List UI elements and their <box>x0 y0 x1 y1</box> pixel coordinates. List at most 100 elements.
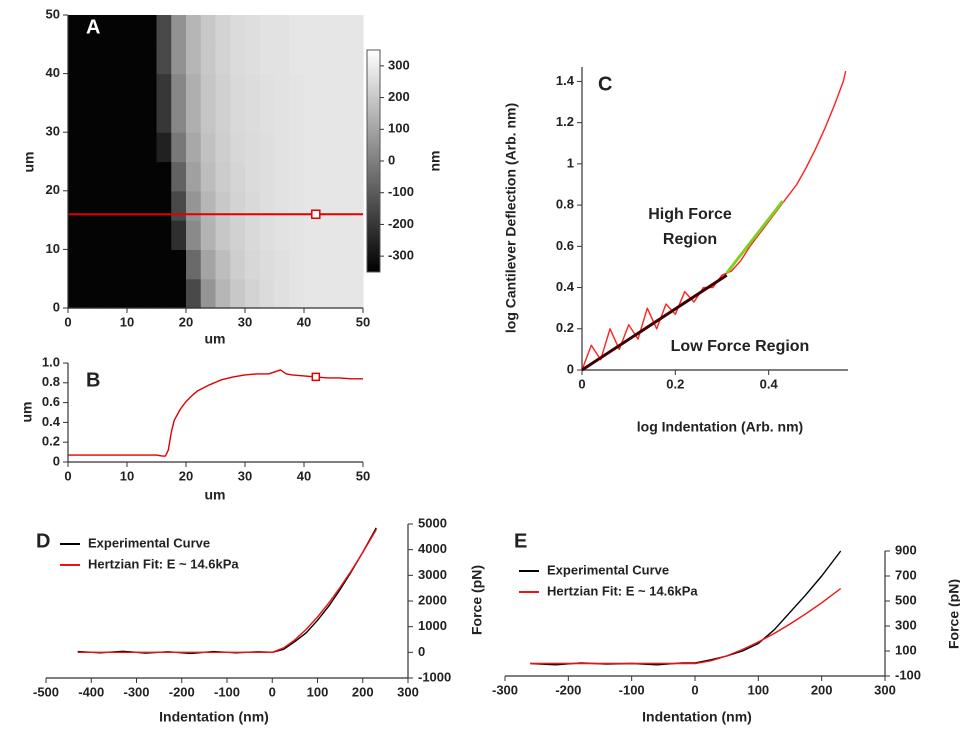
heat-cell <box>333 73 349 104</box>
x-tick-label: 200 <box>352 684 374 699</box>
heat-cell <box>333 15 349 45</box>
heat-cell <box>186 132 202 163</box>
heat-cell <box>348 161 364 192</box>
heat-cell <box>259 73 276 104</box>
heat-cell <box>289 190 305 221</box>
annotation: High Force <box>648 206 732 223</box>
x-tick-label: -500 <box>33 684 59 699</box>
heat-cell <box>186 249 202 280</box>
y-tick-label: 0.6 <box>42 394 60 409</box>
heat-cell <box>304 132 320 163</box>
y-axis-label: um <box>19 402 35 423</box>
heat-cell <box>127 102 143 133</box>
heat-cell <box>186 278 202 309</box>
heat-cell <box>97 73 113 104</box>
heat-cell <box>245 161 261 192</box>
heat-cell <box>304 220 320 250</box>
heat-cell <box>82 249 99 280</box>
x-tick-label: -100 <box>619 682 645 697</box>
heat-cell <box>348 278 364 309</box>
x-tick-label: 50 <box>356 314 370 329</box>
colorbar-tick-label: -100 <box>388 184 414 199</box>
heat-cell <box>215 249 231 280</box>
heat-cell <box>318 44 335 75</box>
x-tick-label: 10 <box>120 314 134 329</box>
heat-cell <box>318 102 335 133</box>
x-axis-label: Indentation (nm) <box>642 709 752 725</box>
x-tick-label: 50 <box>356 468 370 483</box>
heat-cell <box>318 190 335 221</box>
heat-cell <box>348 102 364 133</box>
heat-cell <box>230 278 246 309</box>
heat-cell <box>97 132 113 163</box>
heat-cell <box>289 278 305 309</box>
heat-cell <box>245 220 261 250</box>
heat-cell <box>112 220 128 250</box>
x-tick-label: 20 <box>179 314 193 329</box>
y-tick-label: 1000 <box>418 618 447 633</box>
heat-cell <box>112 15 128 45</box>
heat-cell <box>215 190 231 221</box>
heat-cell <box>230 220 246 250</box>
y-tick-label: -100 <box>895 667 921 682</box>
heat-cell <box>68 161 84 192</box>
series-line <box>68 369 363 457</box>
y-axis-label: log Cantilever Deflection (Arb. nm) <box>503 103 519 333</box>
legend-label: Experimental Curve <box>547 562 669 577</box>
heat-cell <box>259 132 276 163</box>
heat-cell <box>141 220 158 250</box>
heat-cell <box>97 220 113 250</box>
series-line <box>77 529 377 653</box>
heat-cell <box>141 190 158 221</box>
y-tick-label: 0 <box>418 644 425 659</box>
heat-cell <box>259 161 276 192</box>
heat-cell <box>68 278 84 309</box>
x-tick-label: -100 <box>214 684 240 699</box>
heat-cell <box>348 15 364 45</box>
heat-cell <box>186 15 202 45</box>
heat-cell <box>274 278 290 309</box>
y-tick-label: 1.0 <box>42 354 60 369</box>
heat-cell <box>318 15 335 45</box>
heat-cell <box>82 132 99 163</box>
heat-cell <box>333 132 349 163</box>
y-tick-label: 40 <box>46 65 60 80</box>
heat-cell <box>171 249 187 280</box>
heat-cell <box>97 15 113 45</box>
x-axis-label: um <box>205 331 226 347</box>
heat-cell <box>274 249 290 280</box>
heat-cell <box>274 102 290 133</box>
heat-cell <box>259 278 276 309</box>
heat-cell <box>200 44 217 75</box>
y-tick-label: 0 <box>53 453 60 468</box>
y-tick-label: 20 <box>46 182 60 197</box>
heat-cell <box>274 190 290 221</box>
series-line <box>725 200 784 275</box>
heat-cell <box>68 15 84 45</box>
heat-cell <box>141 161 158 192</box>
heat-cell <box>156 44 172 75</box>
legend-label: Hertzian Fit: E ~ 14.6kPa <box>547 583 698 598</box>
heat-cell <box>230 102 246 133</box>
heat-cell <box>304 249 320 280</box>
y-tick-label: 1.4 <box>556 73 575 88</box>
x-tick-label: 20 <box>179 468 193 483</box>
heat-cell <box>171 278 187 309</box>
heat-cell <box>318 278 335 309</box>
heat-cell <box>127 161 143 192</box>
heat-cell <box>156 278 172 309</box>
heat-cell <box>127 132 143 163</box>
heat-cell <box>289 249 305 280</box>
heat-cell <box>156 190 172 221</box>
x-tick-label: 0.2 <box>666 376 684 391</box>
heat-cell <box>259 102 276 133</box>
y-tick-label: 50 <box>46 6 60 21</box>
heat-cell <box>318 73 335 104</box>
heat-cell <box>156 73 172 104</box>
heat-cell <box>245 102 261 133</box>
heat-cell <box>186 161 202 192</box>
y-tick-label: 0.2 <box>42 434 60 449</box>
heat-cell <box>171 15 187 45</box>
x-axis-label: Indentation (nm) <box>159 709 269 725</box>
